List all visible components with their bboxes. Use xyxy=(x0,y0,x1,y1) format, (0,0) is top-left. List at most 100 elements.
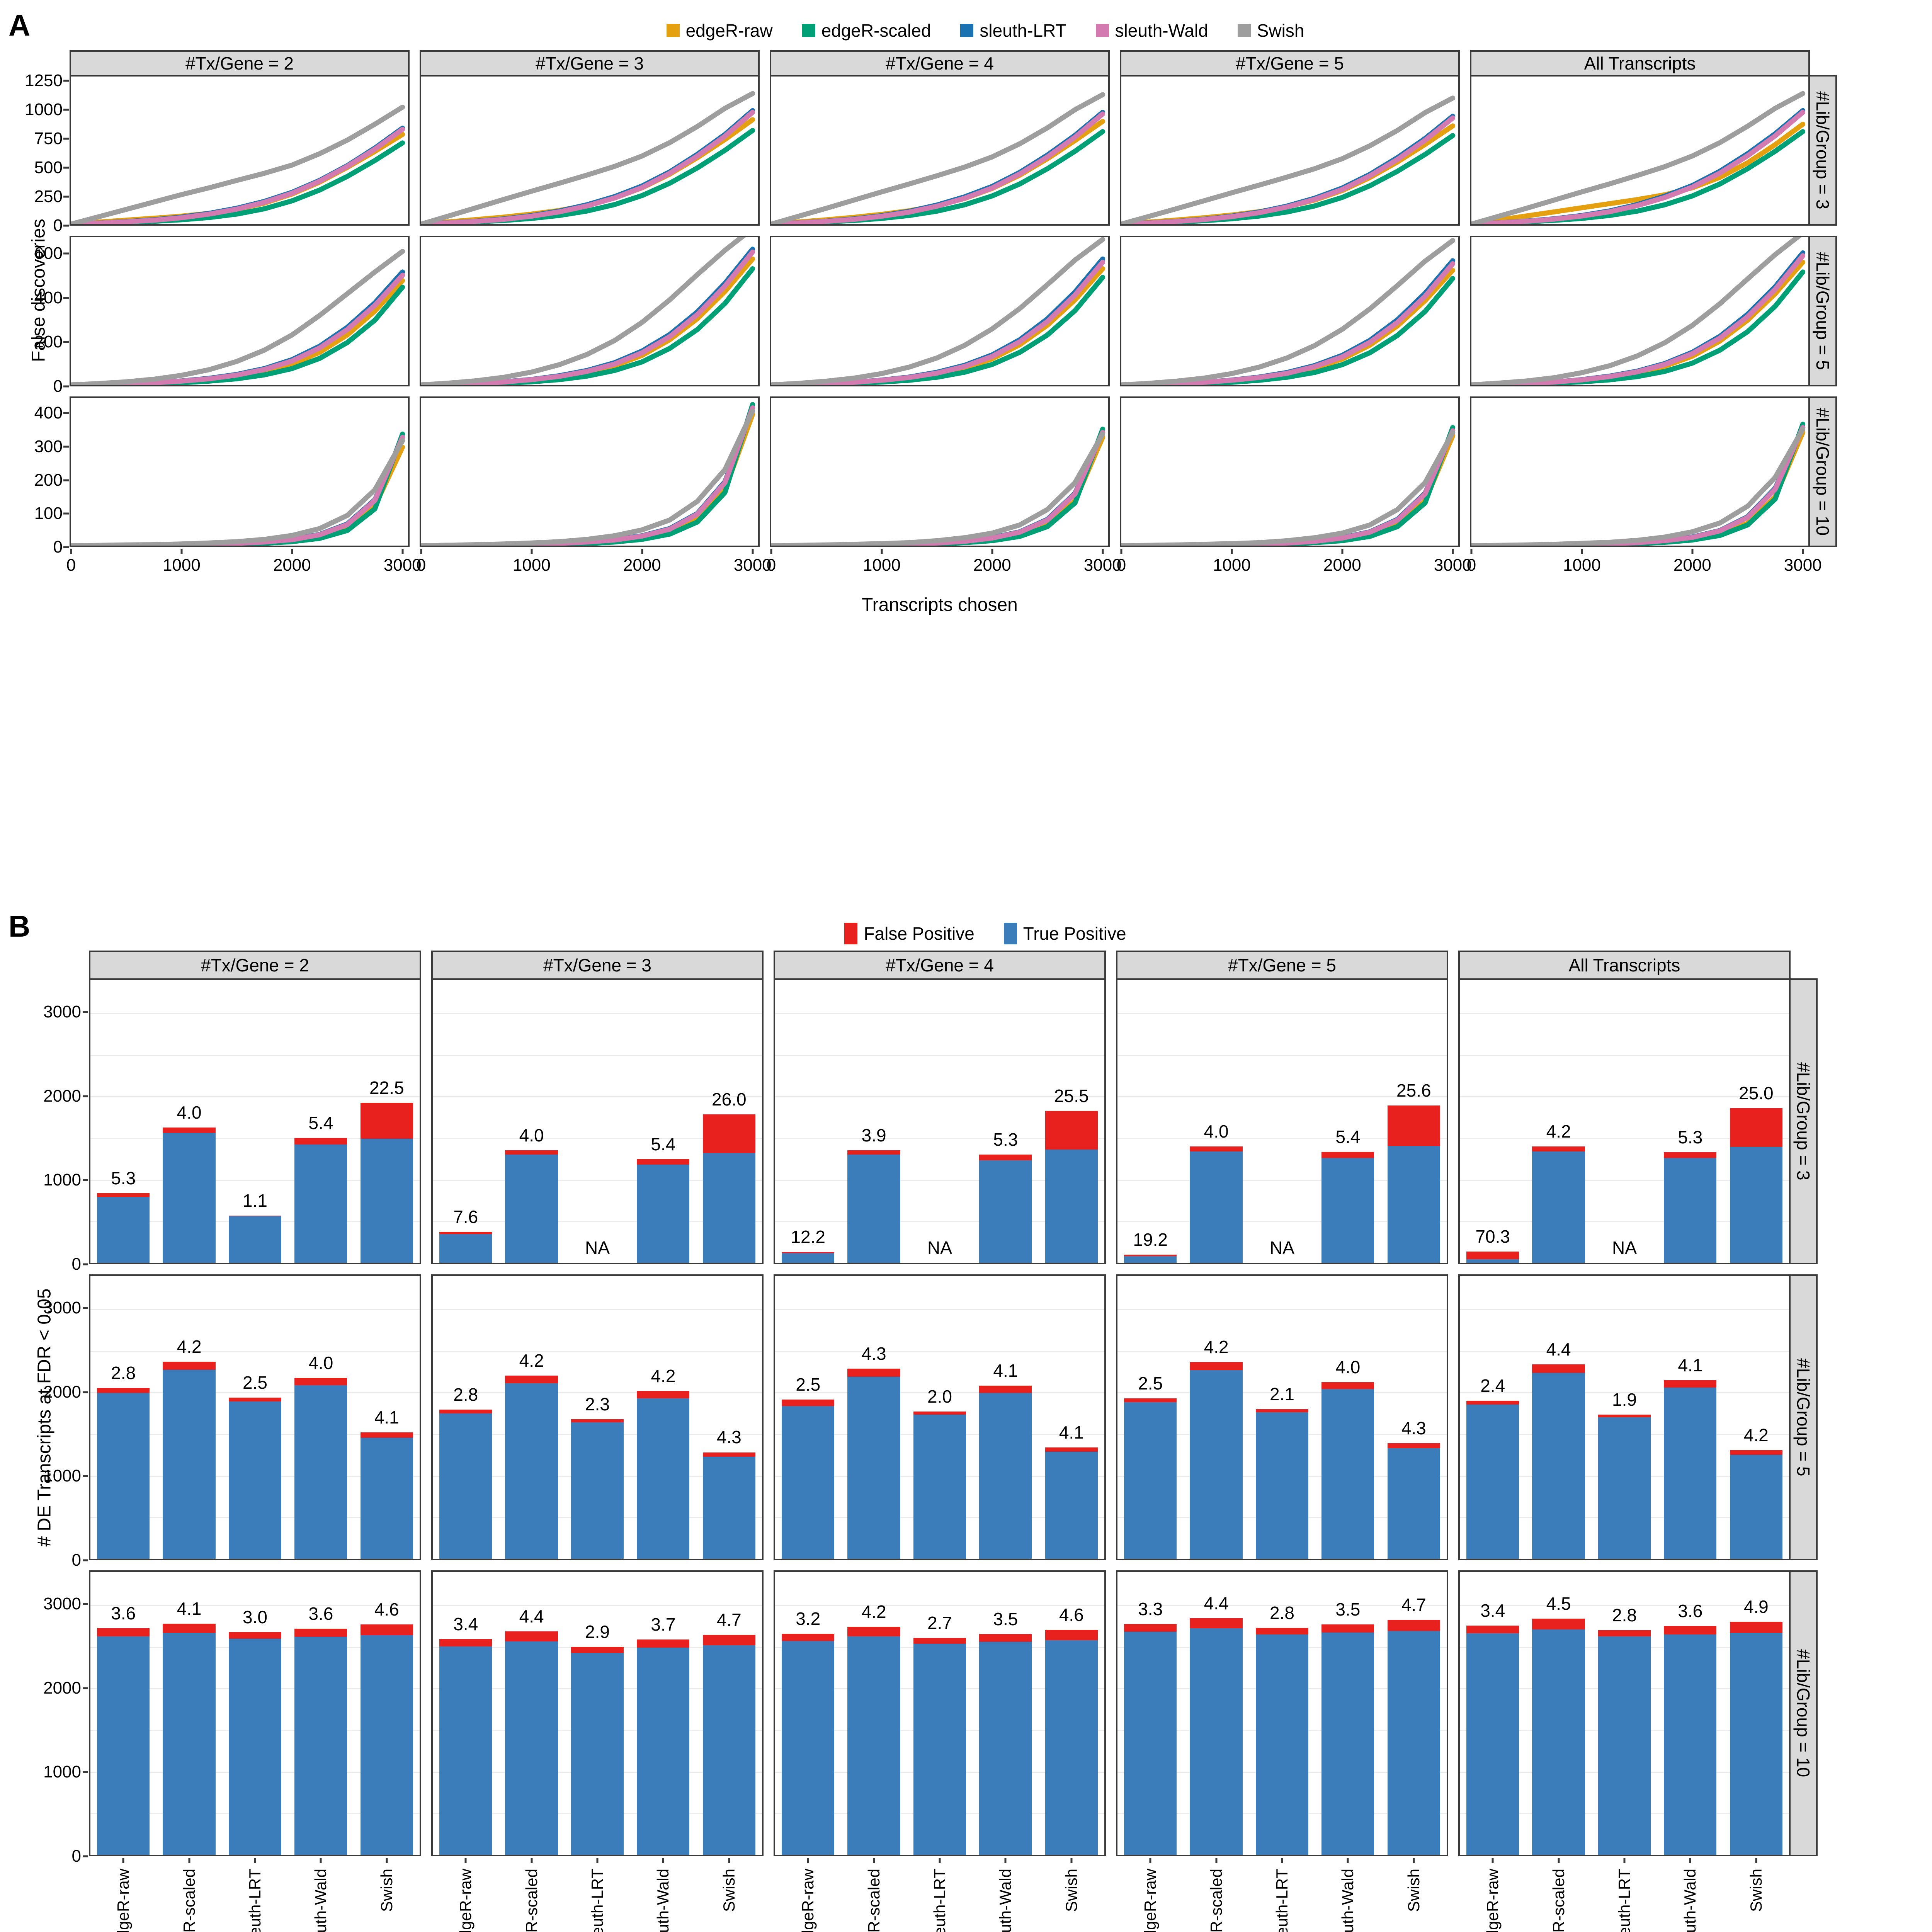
stacked-bar xyxy=(1045,1447,1098,1559)
gridline xyxy=(775,1054,1104,1056)
bar-segment-false-positive xyxy=(1598,1630,1651,1636)
stacked-bar xyxy=(228,1216,282,1263)
bar-value-label: 5.3 xyxy=(993,1129,1018,1150)
x-axis-tick-label: sleuth-LRT xyxy=(588,1869,606,1932)
stacked-bar xyxy=(294,1378,347,1559)
bar-value-label: 4.0 xyxy=(1204,1121,1229,1142)
facet-plot: 3.4 4.5 2.8 3.6 4.9 xyxy=(1458,1570,1791,1856)
facet-plot xyxy=(70,396,410,547)
column-strip-label: #Tx/Gene = 3 xyxy=(420,50,760,75)
bar-segment-true-positive xyxy=(1045,1640,1098,1855)
bar-value-label: NA xyxy=(927,1238,952,1258)
y-axis-tick-label: 0 xyxy=(71,1847,81,1866)
stacked-bar xyxy=(571,1419,624,1559)
bar-segment-false-positive xyxy=(97,1193,150,1197)
y-axis-tick-label: 600 xyxy=(34,243,63,263)
bar-value-label: 4.0 xyxy=(519,1125,544,1145)
bar-segment-false-positive xyxy=(1532,1364,1585,1373)
y-axis-tick-label: 3000 xyxy=(43,1594,81,1614)
bar-value-label: NA xyxy=(1270,1238,1294,1258)
bar-segment-true-positive xyxy=(702,1153,755,1263)
bar-value-label: 2.1 xyxy=(1270,1384,1294,1404)
bar-segment-true-positive xyxy=(1045,1452,1098,1559)
facet-plot: 19.2 4.0 NA 5.4 25.6 xyxy=(1116,978,1448,1264)
x-axis-tick-label: sleuth-Wald xyxy=(1681,1869,1699,1932)
stacked-bar xyxy=(637,1159,690,1263)
x-axis-tick-label: 2000 xyxy=(273,556,311,575)
bar-segment-true-positive xyxy=(163,1633,216,1855)
y-axis-tick-mark xyxy=(83,1603,88,1605)
y-axis-tick-mark xyxy=(83,1307,88,1309)
bar-segment-false-positive xyxy=(1532,1619,1585,1629)
facet-plot xyxy=(70,75,410,226)
stacked-bar xyxy=(505,1150,558,1263)
facet-plot xyxy=(70,236,410,386)
facet-plot xyxy=(1470,75,1810,226)
stacked-bar xyxy=(1598,1630,1651,1855)
bar-segment-true-positive xyxy=(1321,1158,1374,1263)
bar-value-label: 22.5 xyxy=(369,1078,404,1098)
bar-segment-false-positive xyxy=(847,1368,900,1377)
legend-color-swatch xyxy=(1237,24,1251,37)
bar-segment-false-positive xyxy=(979,1155,1032,1161)
x-axis-tick-label: 1000 xyxy=(512,556,551,575)
y-axis-tick-label: 2000 xyxy=(43,1086,81,1105)
x-axis-tick-mark xyxy=(1347,1858,1349,1863)
bar-segment-false-positive xyxy=(1730,1108,1782,1147)
bar-segment-true-positive xyxy=(1387,1631,1440,1855)
bar-segment-false-positive xyxy=(163,1362,216,1370)
x-axis-tick-label: 0 xyxy=(1466,556,1476,575)
bar-value-label: 3.9 xyxy=(861,1125,886,1145)
stacked-bar xyxy=(1598,1414,1651,1559)
bar-segment-true-positive xyxy=(1190,1370,1243,1559)
gridline xyxy=(1460,1221,1789,1223)
facet-plot xyxy=(420,396,760,547)
bar-segment-false-positive xyxy=(913,1638,966,1644)
bar-value-label: 1.9 xyxy=(1612,1389,1637,1410)
stacked-bar xyxy=(1466,1400,1519,1559)
stacked-bar xyxy=(913,1638,966,1855)
bar-value-label: 4.2 xyxy=(177,1337,202,1357)
facet-plot xyxy=(1120,75,1460,226)
bar-value-label: 3.4 xyxy=(1480,1600,1505,1621)
bar-segment-true-positive xyxy=(505,1155,558,1263)
bar-value-label: 4.6 xyxy=(374,1599,399,1620)
facet-plot xyxy=(1470,396,1810,547)
x-axis-tick-mark xyxy=(1691,549,1694,554)
stacked-bar xyxy=(1664,1380,1717,1559)
stacked-bar xyxy=(847,1627,900,1855)
bar-segment-false-positive xyxy=(702,1452,755,1457)
y-axis-tick-label: 100 xyxy=(34,504,63,523)
legend-item-sleuth-wald: sleuth-Wald xyxy=(1095,20,1208,41)
x-axis-tick-mark xyxy=(1558,1858,1560,1863)
bar-segment-false-positive xyxy=(1321,1152,1374,1158)
gridline xyxy=(90,1138,420,1139)
x-axis-tick-label: Swish xyxy=(719,1869,738,1912)
bar-segment-false-positive xyxy=(1664,1626,1717,1634)
gridline xyxy=(90,1392,420,1394)
bar-value-label: 1.1 xyxy=(243,1190,267,1211)
bar-value-label: 4.4 xyxy=(519,1606,544,1627)
stacked-bar xyxy=(163,1362,216,1559)
stacked-bar xyxy=(1124,1624,1177,1855)
bar-value-label: 4.3 xyxy=(1401,1418,1426,1438)
x-axis-tick-mark xyxy=(1452,549,1454,554)
y-axis-tick-label: 0 xyxy=(53,216,63,235)
bar-value-label: 2.0 xyxy=(927,1386,952,1406)
bar-value-label: 4.1 xyxy=(1678,1355,1703,1375)
bar-value-label: 4.2 xyxy=(651,1366,676,1386)
bar-segment-true-positive xyxy=(1466,1633,1519,1855)
x-axis-tick-mark xyxy=(873,1858,875,1863)
y-axis-tick-label: 2000 xyxy=(43,1382,81,1401)
column-strip-label: All Transcripts xyxy=(1470,50,1810,75)
x-axis-tick-label: sleuth-LRT xyxy=(1273,1869,1291,1932)
y-axis-tick-mark xyxy=(63,297,69,299)
bar-segment-false-positive xyxy=(782,1399,835,1406)
gridline xyxy=(1117,1179,1447,1181)
stacked-bar xyxy=(360,1103,413,1263)
gridline xyxy=(1460,1013,1789,1015)
y-axis-tick-mark xyxy=(83,1559,88,1561)
bar-segment-false-positive xyxy=(505,1150,558,1155)
gridline xyxy=(1117,1013,1447,1015)
bar-segment-true-positive xyxy=(1598,1636,1651,1855)
